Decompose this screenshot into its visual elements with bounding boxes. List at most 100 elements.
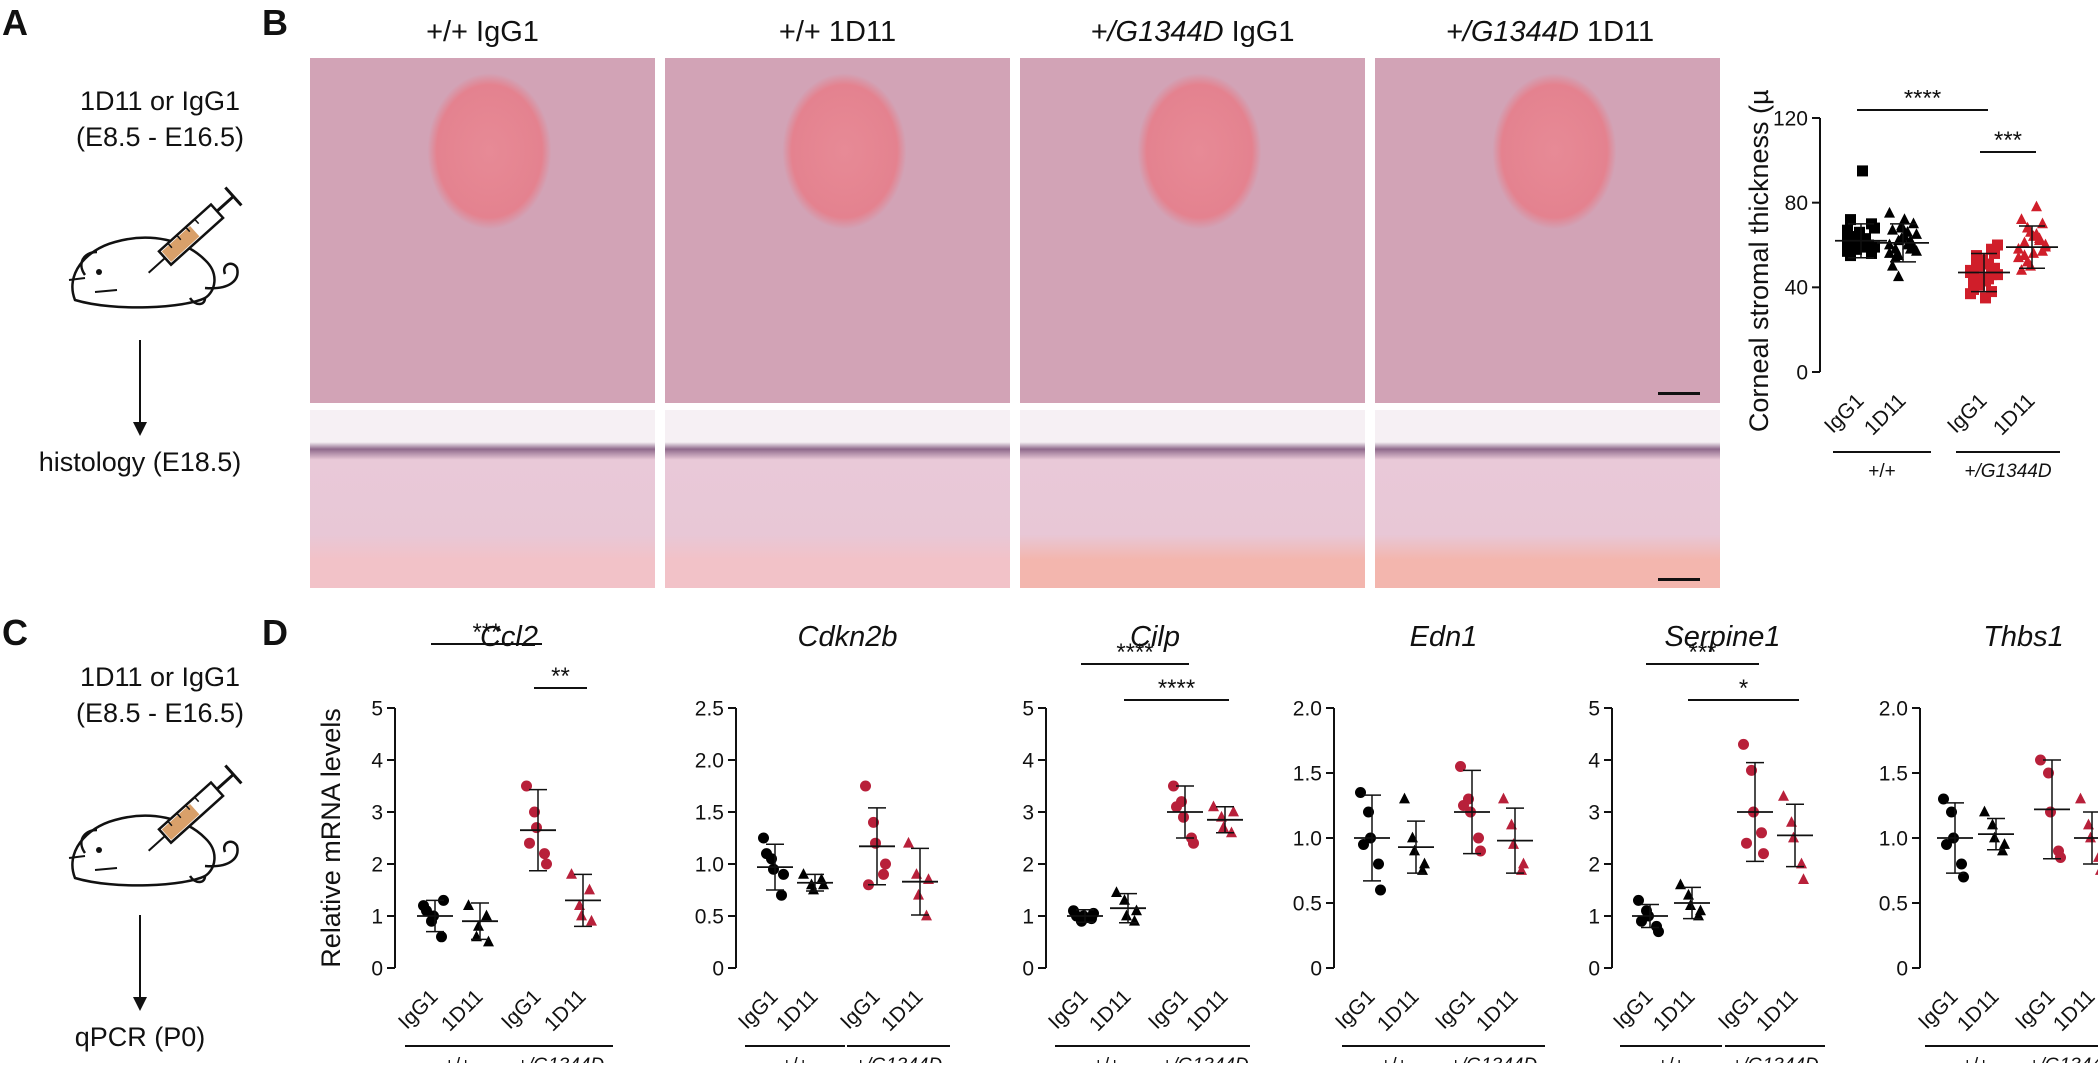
data-point	[1121, 909, 1132, 921]
data-point	[776, 889, 787, 901]
data-point	[1860, 233, 1871, 245]
data-point	[1974, 260, 1985, 272]
data-point	[1980, 292, 1991, 304]
data-point	[1111, 886, 1122, 897]
panel-a-outcome: histology (E18.5)	[38, 447, 242, 477]
eye-histology-image	[665, 58, 1010, 403]
data-point	[531, 822, 542, 834]
category-label: 1D11	[1860, 389, 1911, 440]
eye-histology-image	[1375, 58, 1720, 403]
column-title-mut-igg1: +/G1344D IgG1	[1090, 16, 1295, 48]
data-point	[566, 868, 577, 879]
data-point	[1168, 780, 1179, 792]
data-point	[2016, 264, 2027, 275]
data-point	[1893, 270, 1904, 282]
data-point	[768, 863, 779, 875]
data-point	[1977, 254, 1988, 266]
data-point	[778, 868, 789, 880]
data-point	[1419, 857, 1430, 869]
panel-c-treatment-line2: (E8.5 - E16.5)	[75, 698, 245, 728]
data-point	[1902, 225, 1913, 237]
data-point	[1887, 223, 1898, 235]
data-point	[1869, 222, 1880, 234]
y-tick-label: 1	[371, 905, 383, 928]
y-tick-label: 0	[1310, 957, 1322, 980]
panel-c-outcome: qPCR (P0)	[74, 1022, 206, 1052]
data-point	[913, 888, 924, 900]
data-point	[2031, 200, 2042, 212]
data-point	[1758, 848, 1769, 860]
cornea-histology-image	[1020, 410, 1365, 588]
arrow-down-icon	[133, 915, 147, 1011]
eye-histology-image	[1020, 58, 1365, 403]
data-point	[1756, 827, 1767, 839]
data-point	[1373, 858, 1384, 870]
data-point	[1842, 245, 1853, 257]
data-point	[1636, 915, 1647, 927]
y-tick-label: 1	[1588, 905, 1600, 928]
data-point	[1218, 821, 1229, 832]
data-point	[586, 914, 597, 926]
chart-title: Ccl2	[480, 621, 538, 653]
chart-title: Thbs1	[1983, 621, 2064, 653]
data-point	[1796, 857, 1807, 869]
arrow-down-icon	[133, 340, 147, 436]
column-title-wt-1d11: +/+ 1D11	[778, 16, 897, 48]
data-point	[473, 920, 484, 931]
edn1-chart: 00.51.01.52.0Edn1IgG11D11IgG11D11+/++/G1…	[1293, 621, 1545, 1063]
group-label: +/G1344D	[1161, 1055, 1248, 1063]
data-point	[1188, 837, 1199, 849]
category-label: 1D11	[877, 985, 928, 1036]
group-label: +/+	[1868, 461, 1895, 482]
category-label: 1D11	[540, 985, 591, 1036]
data-point	[521, 780, 532, 792]
data-point	[2055, 852, 2066, 863]
y-axis-label: Corneal stromal thickness (µm)	[1744, 90, 1774, 432]
category-label: IgG1	[734, 985, 782, 1033]
data-point	[463, 899, 474, 910]
group-label: +/G1344D	[855, 1055, 942, 1063]
category-label: 1D11	[772, 985, 823, 1036]
data-point	[1869, 241, 1880, 253]
y-tick-label: 2	[1588, 853, 1600, 876]
group-label: +/+	[781, 1055, 808, 1063]
y-tick-label: 4	[1022, 749, 1034, 772]
thbs1-chart: 00.51.01.52.0Thbs1IgG11D11IgG11D11+/++/G…	[1879, 621, 2098, 1063]
cdkn2b-chart: 00.51.01.52.02.5Cdkn2bIgG11D11IgG11D11+/…	[695, 621, 950, 1063]
data-point	[1890, 251, 1901, 263]
y-tick-label: 0	[1896, 957, 1908, 980]
y-tick-label: 0	[371, 957, 383, 980]
cornea-histology-image	[310, 410, 655, 588]
category-label: 1D11	[1989, 389, 2040, 440]
category-label: IgG1	[836, 985, 884, 1033]
y-tick-label: 1.0	[1293, 827, 1322, 850]
category-label: 1D11	[1953, 985, 2004, 1036]
data-point	[421, 905, 432, 917]
category-label: IgG1	[497, 985, 545, 1033]
data-point	[1983, 258, 1994, 270]
y-tick-label: 0	[1022, 957, 1034, 980]
data-point	[1999, 838, 2010, 849]
data-point	[1842, 224, 1853, 236]
data-point	[903, 836, 914, 848]
data-point	[1685, 899, 1696, 910]
category-label: 1D11	[1752, 985, 1803, 1036]
y-tick-label: 0.5	[695, 905, 724, 928]
data-point	[1884, 238, 1895, 250]
y-tick-label: 40	[1785, 277, 1808, 300]
y-tick-label: 4	[1588, 749, 1600, 772]
data-point	[1905, 242, 1916, 254]
group-label: +/G1344D	[1450, 1055, 1537, 1063]
group-label: +/G1344D	[1964, 461, 2051, 482]
data-point	[1884, 206, 1895, 218]
data-point	[818, 878, 829, 890]
data-point	[798, 868, 809, 879]
data-point	[1788, 831, 1799, 843]
cornea-histology-image	[665, 410, 1010, 588]
y-tick-label: 120	[1773, 107, 1808, 130]
data-point	[1851, 243, 1862, 255]
category-label: IgG1	[1714, 985, 1762, 1033]
scale-bar	[1658, 392, 1700, 395]
data-point	[878, 868, 889, 880]
